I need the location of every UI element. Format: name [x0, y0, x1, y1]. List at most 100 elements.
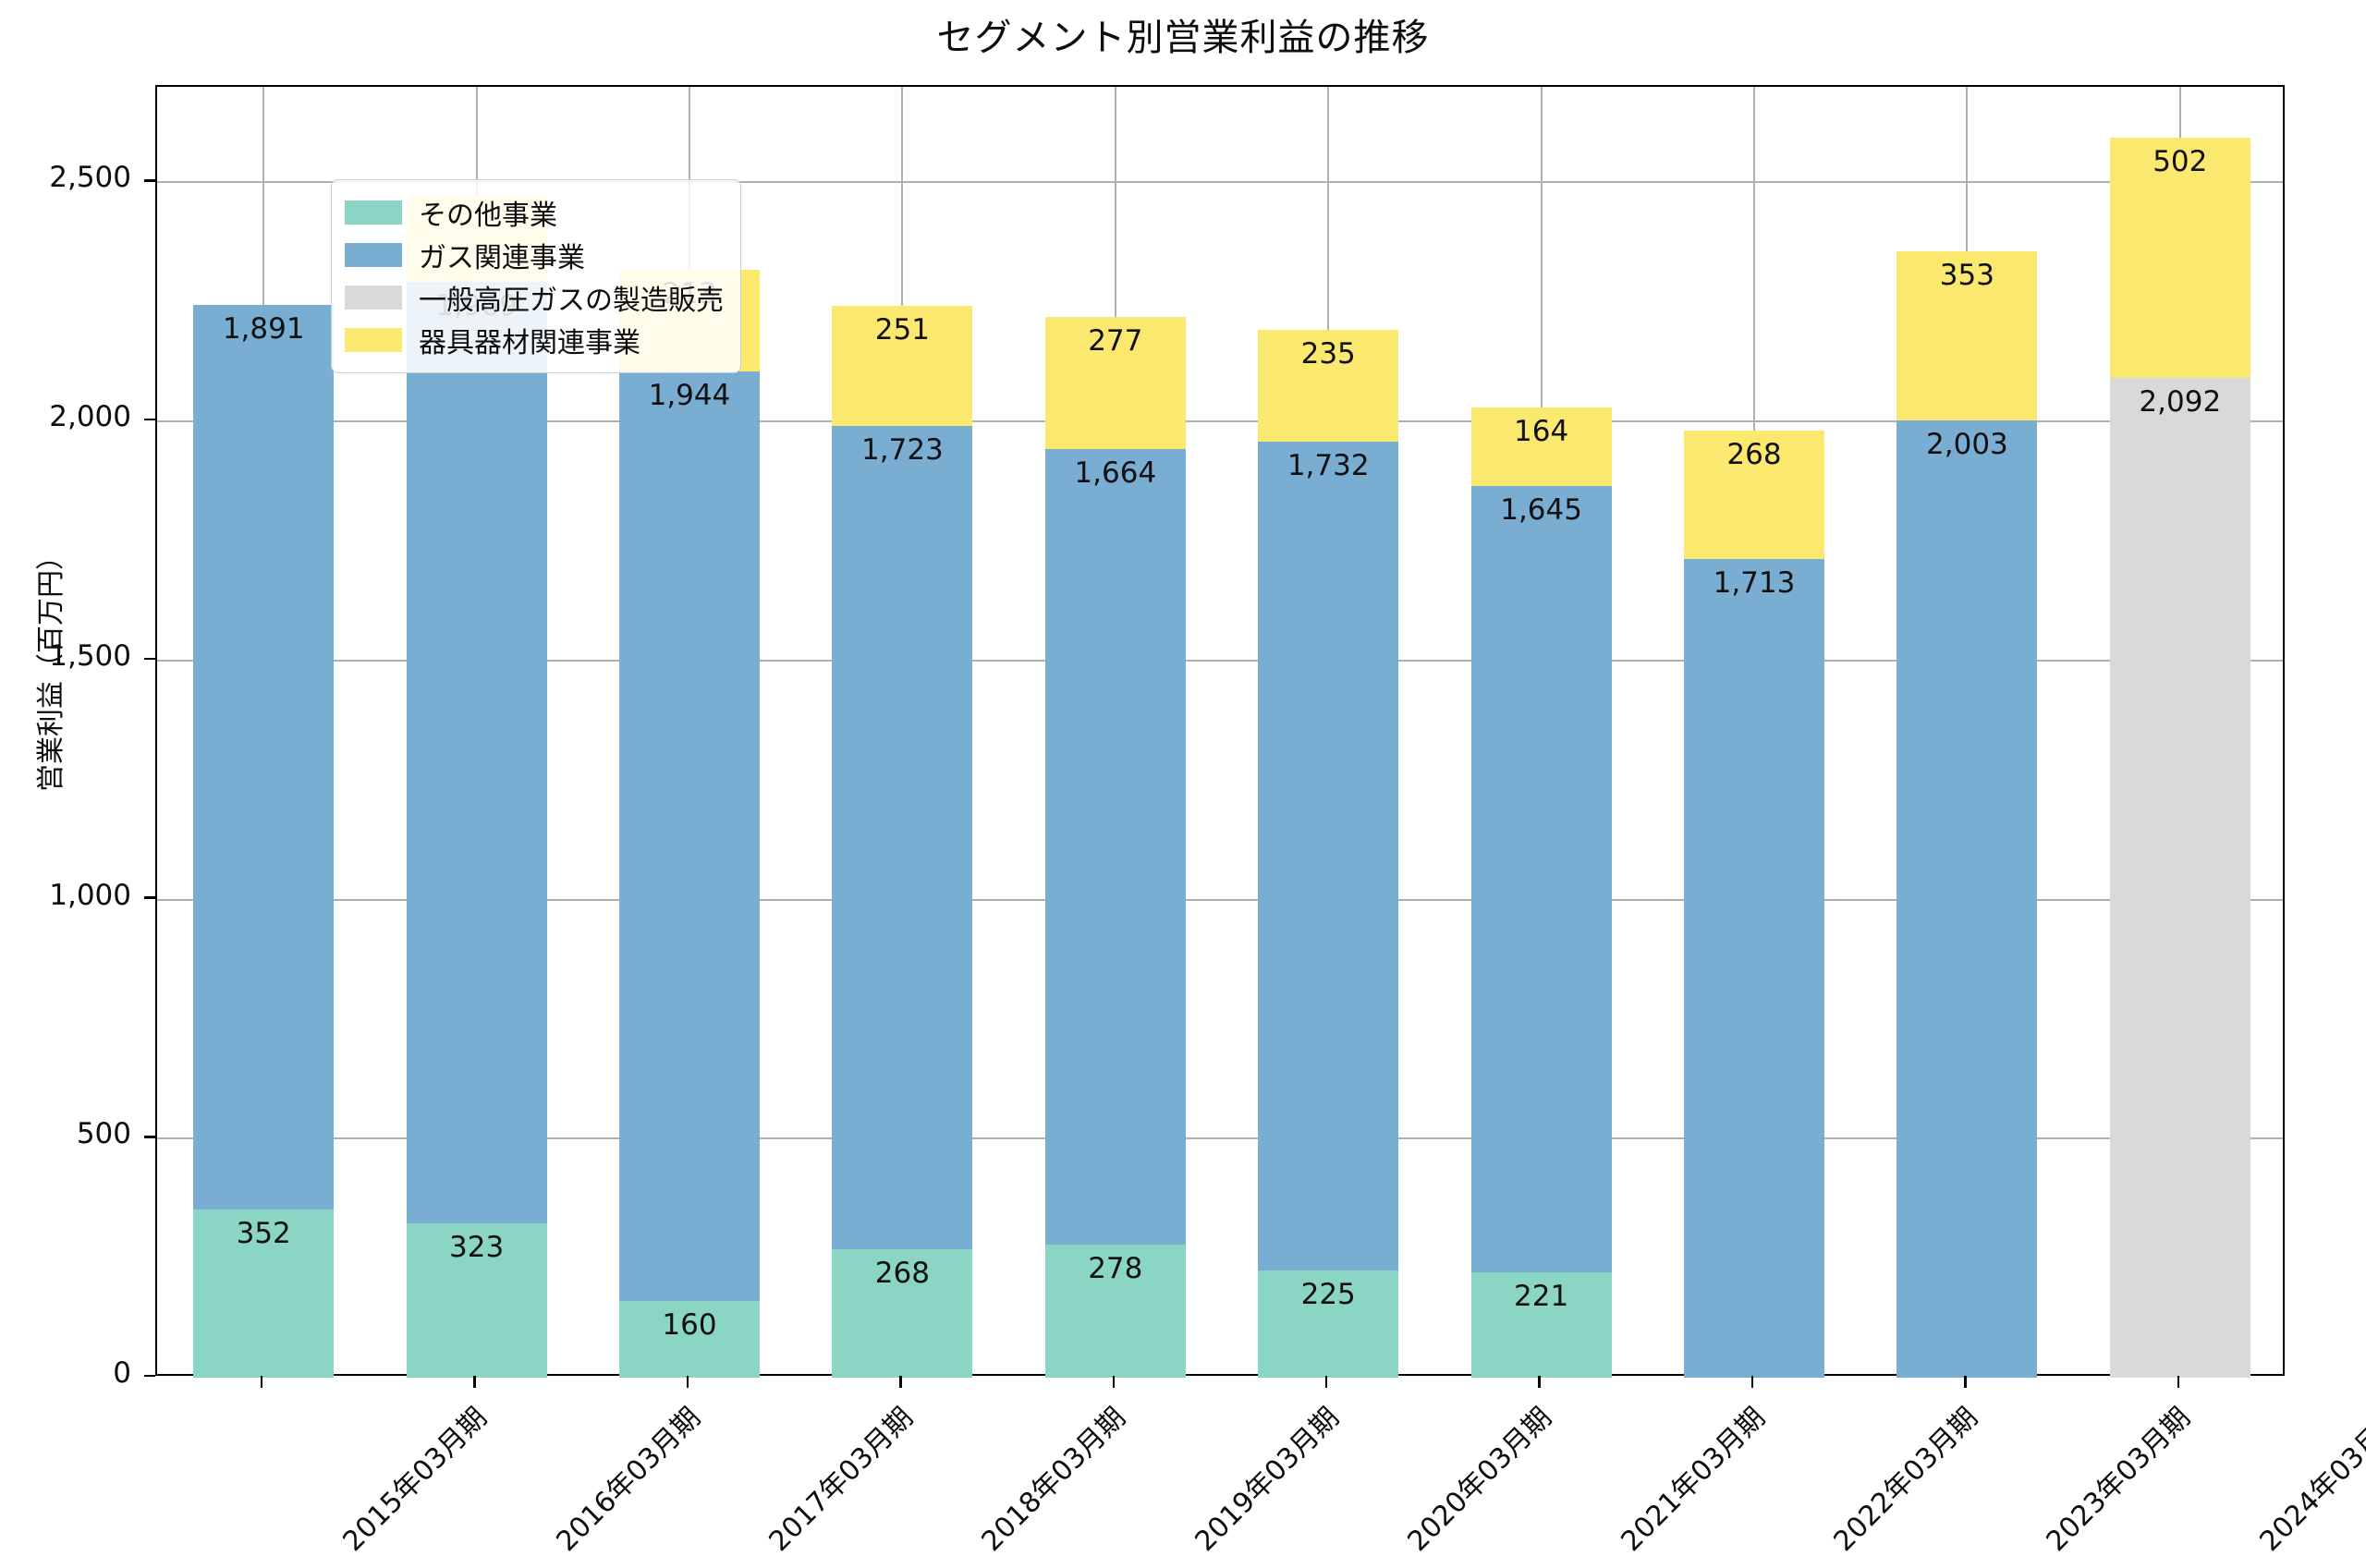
x-tick-mark — [686, 1376, 689, 1388]
y-tick-label: 2,500 — [49, 161, 131, 195]
bar-segment — [618, 371, 761, 1302]
x-tick-mark — [260, 1376, 263, 1388]
bar-value-label: 225 — [1300, 1277, 1356, 1311]
bar-segment — [1683, 558, 1825, 1378]
legend-item-label: 器具器材関連事業 — [419, 327, 640, 359]
x-tick-mark — [1324, 1376, 1328, 1388]
bar-segment — [1258, 329, 1399, 443]
y-tick-mark — [144, 657, 155, 661]
bar-value-label: 1,891 — [222, 312, 305, 346]
bar-segment — [1896, 419, 2038, 1378]
bar-value-label: 160 — [662, 1308, 717, 1343]
y-tick-mark — [144, 1374, 155, 1378]
x-tick-mark — [2177, 1376, 2180, 1388]
bar-value-label: 1,732 — [1287, 449, 1370, 483]
y-tick-label: 500 — [76, 1117, 131, 1151]
y-tick-mark — [144, 896, 155, 899]
bar-value-label: 2,003 — [1926, 427, 2008, 461]
bar-segment — [2109, 137, 2250, 378]
y-tick-label: 1,000 — [49, 878, 131, 912]
bar-value-label: 268 — [1726, 438, 1782, 472]
bar-segment — [1470, 1271, 1612, 1378]
x-tick-label: 2019年03月期 — [1189, 1401, 1346, 1559]
x-tick-label: 2023年03月期 — [2040, 1401, 2198, 1559]
bar-segment — [406, 282, 547, 1223]
x-tick-mark — [899, 1376, 902, 1388]
y-tick-label: 2,000 — [49, 400, 131, 434]
bar-value-label: 1,713 — [1713, 565, 1796, 600]
gridline-horizontal — [157, 898, 2283, 901]
bar-segment — [1470, 407, 1612, 486]
bar-value-label: 502 — [2153, 144, 2208, 178]
x-tick-label: 2024年03月期 — [2253, 1401, 2366, 1559]
bar-value-label: 1,645 — [1500, 492, 1582, 527]
bar-value-label: 251 — [874, 312, 930, 346]
legend-item-3[interactable]: 器具器材関連事業 — [345, 319, 724, 361]
bar-segment — [832, 1249, 973, 1378]
x-tick-label: 2021年03月期 — [1615, 1401, 1772, 1559]
x-tick-label: 2017年03月期 — [762, 1401, 920, 1559]
x-tick-label: 2018年03月期 — [975, 1401, 1133, 1559]
x-tick-mark — [1112, 1376, 1116, 1388]
bar-segment — [1258, 442, 1399, 1270]
legend-item-label: 一般高圧ガスの製造販売 — [419, 285, 724, 317]
x-tick-label: 2020年03月期 — [1401, 1401, 1559, 1559]
x-tick-mark — [1964, 1376, 1967, 1388]
x-tick-mark — [1750, 1376, 1754, 1388]
bar-segment — [193, 305, 335, 1209]
legend-item-label: ガス関連事業 — [419, 242, 585, 274]
legend-swatch-icon — [345, 328, 402, 352]
bar-segment — [2109, 377, 2250, 1378]
bar-value-label: 221 — [1514, 1279, 1569, 1313]
x-tick-label: 2016年03月期 — [550, 1401, 707, 1559]
legend-item-label: その他事業 — [419, 200, 557, 232]
gridline-horizontal — [157, 659, 2283, 662]
y-tick-label: 1,500 — [49, 638, 131, 673]
legend-swatch-icon — [345, 286, 402, 310]
bar-segment — [1044, 1245, 1186, 1378]
bar-segment — [618, 1301, 761, 1378]
x-tick-label: 2015年03月期 — [336, 1401, 494, 1559]
page-title: セグメント別営業利益の推移 — [936, 17, 1430, 59]
bar-value-label: 323 — [449, 1230, 505, 1264]
bar-value-label: 278 — [1088, 1252, 1143, 1286]
plot-area: 3521,8913231,9691601,9442132681,72325127… — [155, 85, 2285, 1378]
bar-value-label: 353 — [1939, 258, 1994, 292]
bar-segment — [1683, 431, 1825, 559]
bar-segment — [832, 425, 973, 1250]
gridline-horizontal — [157, 1137, 2283, 1140]
bar-value-label: 277 — [1088, 323, 1143, 358]
bar-value-label: 1,723 — [861, 432, 944, 467]
bar-value-label: 235 — [1300, 336, 1356, 371]
legend-item-0[interactable]: その他事業 — [345, 191, 724, 234]
y-tick-mark — [144, 1135, 155, 1138]
y-tick-mark — [144, 179, 155, 182]
x-tick-mark — [473, 1376, 476, 1388]
bar-segment — [406, 1222, 547, 1378]
bar-value-label: 164 — [1514, 414, 1569, 448]
gridline-horizontal — [157, 420, 2283, 423]
bar-value-label: 1,664 — [1074, 456, 1157, 491]
bar-segment — [1258, 1270, 1399, 1378]
legend-item-1[interactable]: ガス関連事業 — [345, 234, 724, 276]
x-tick-mark — [1538, 1376, 1541, 1388]
legend: その他事業ガス関連事業一般高圧ガスの製造販売 器具器材関連事業 — [331, 179, 741, 373]
bar-value-label: 1,944 — [648, 379, 731, 413]
y-tick-mark — [144, 418, 155, 421]
legend-swatch-icon — [345, 243, 402, 267]
bar-segment — [1470, 485, 1612, 1272]
bar-segment — [832, 305, 973, 426]
bar-segment — [193, 1209, 335, 1378]
y-tick-label: 0 — [113, 1356, 131, 1390]
x-tick-label: 2022年03月期 — [1827, 1401, 1984, 1559]
legend-item-2[interactable]: 一般高圧ガスの製造販売 — [345, 276, 724, 319]
bar-value-label: 352 — [236, 1216, 291, 1250]
bar-value-label: 2,092 — [2139, 384, 2222, 419]
legend-swatch-icon — [345, 201, 402, 225]
bar-segment — [1044, 449, 1186, 1246]
bar-segment — [1044, 316, 1186, 450]
gridline-horizontal — [157, 181, 2283, 184]
bar-value-label: 268 — [874, 1257, 930, 1291]
bar-segment — [1896, 250, 2038, 420]
